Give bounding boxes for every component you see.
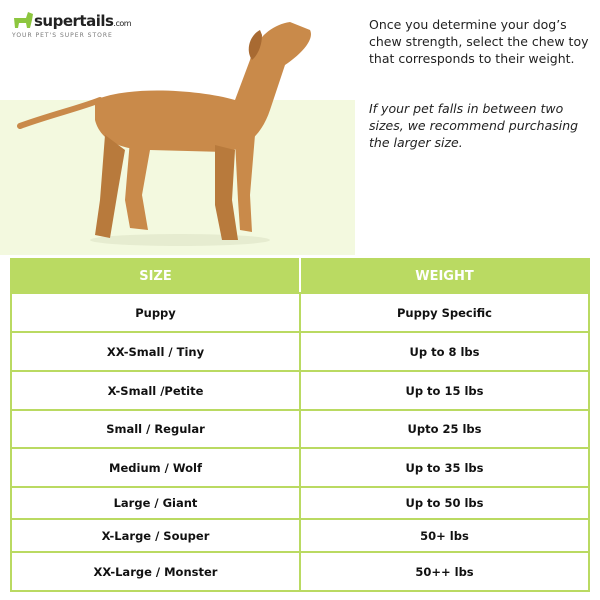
cell-size: X-Large / Souper — [10, 518, 301, 553]
cell-size: X-Small /Petite — [10, 370, 301, 411]
column-header-size: SIZE — [10, 258, 301, 294]
table-header: SIZE WEIGHT — [10, 258, 590, 294]
table-row: Small / Regular Upto 25 lbs — [10, 409, 590, 449]
cell-weight: Puppy Specific — [299, 292, 590, 333]
brand-tagline: YOUR PET'S SUPER STORE — [12, 32, 113, 39]
cell-weight: Up to 15 lbs — [299, 370, 590, 411]
cell-size: Puppy — [10, 292, 301, 333]
table-row: Puppy Puppy Specific — [10, 292, 590, 333]
cell-weight: 50+ lbs — [299, 518, 590, 553]
table-row: Medium / Wolf Up to 35 lbs — [10, 447, 590, 488]
size-chart-table: SIZE WEIGHT Puppy Puppy Specific XX-Small … — [10, 258, 590, 592]
brand-name: supertails.com — [34, 12, 132, 30]
instruction-text: Once you determine your dog’s chew stren… — [369, 17, 589, 66]
puppy-image — [17, 22, 311, 246]
cell-size: Large / Giant — [10, 486, 301, 520]
table-row: X-Small /Petite Up to 15 lbs — [10, 370, 590, 411]
size-note: If your pet falls in between two sizes, … — [369, 101, 579, 150]
cell-weight: Upto 25 lbs — [299, 409, 590, 449]
cell-size: Small / Regular — [10, 409, 301, 449]
table-row: Large / Giant Up to 50 lbs — [10, 486, 590, 520]
cell-size: XX-Small / Tiny — [10, 331, 301, 372]
table-row: XX-Small / Tiny Up to 8 lbs — [10, 331, 590, 372]
cell-weight: Up to 50 lbs — [299, 486, 590, 520]
cell-size: Medium / Wolf — [10, 447, 301, 488]
instructions: Once you determine your dog’s chew stren… — [369, 16, 594, 151]
column-header-weight: WEIGHT — [299, 258, 590, 294]
cell-size: XX-Large / Monster — [10, 551, 301, 592]
dog-logo-icon — [14, 12, 33, 28]
cell-weight: Up to 35 lbs — [299, 447, 590, 488]
hero-image: supertails.com YOUR PET'S SUPER STORE — [0, 0, 355, 255]
cell-weight: Up to 8 lbs — [299, 331, 590, 372]
table-row: X-Large / Souper 50+ lbs — [10, 518, 590, 553]
table-row: XX-Large / Monster 50++ lbs — [10, 551, 590, 592]
cell-weight: 50++ lbs — [299, 551, 590, 592]
